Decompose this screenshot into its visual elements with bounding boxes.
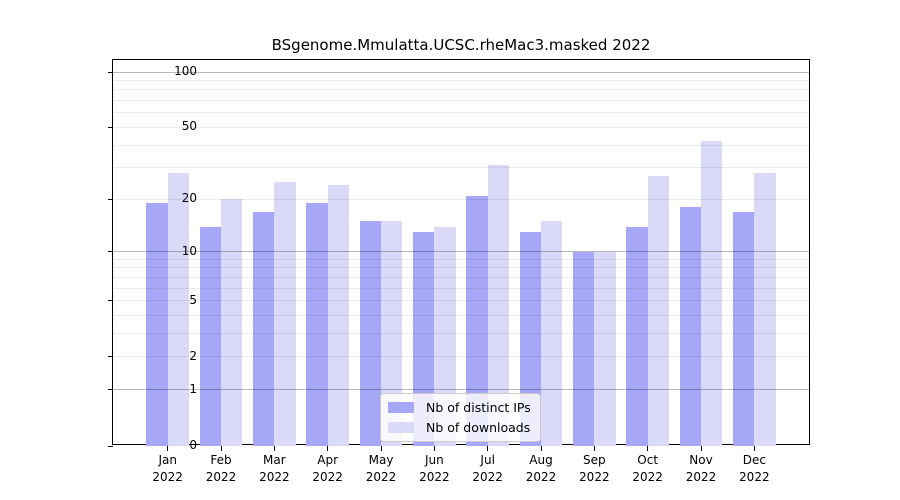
gridline-3 (113, 333, 809, 335)
gridline-1 (113, 389, 809, 391)
bar-downloads-jan (167, 173, 189, 446)
x-tick-mark-mar (273, 446, 275, 451)
gridline-8 (113, 267, 809, 269)
legend: Nb of distinct IPs Nb of downloads (380, 393, 541, 442)
x-tick-label-aug: Aug 2022 (525, 453, 557, 484)
legend-item-distinct-ips: Nb of distinct IPs (388, 399, 531, 416)
chart-title: BSgenome.Mmulatta.UCSC.rheMac3.masked 20… (271, 36, 651, 54)
y-tick-mark-50 (108, 126, 113, 128)
bar-downloads-may (381, 221, 403, 446)
x-tick-mark-sep (593, 446, 595, 451)
bar-downloads-mar (274, 181, 296, 446)
gridline-4 (113, 315, 809, 317)
y-tick-mark-1 (108, 389, 113, 391)
y-tick-mark-0 (108, 445, 113, 447)
legend-item-downloads: Nb of downloads (388, 419, 531, 436)
gridline-80 (113, 89, 809, 91)
bar-distinct-ips-nov (679, 207, 701, 446)
legend-label-downloads: Nb of downloads (426, 420, 531, 435)
y-tick-label-0: 0 (189, 438, 197, 452)
x-tick-mark-nov (700, 446, 702, 451)
gridline-7 (113, 276, 809, 278)
bar-downloads-apr (327, 185, 349, 446)
gridline-2 (113, 356, 809, 358)
gridline-60 (113, 112, 809, 114)
gridline-10 (113, 251, 809, 253)
bar-distinct-ips-oct (626, 226, 648, 446)
x-tick-label-jan: Jan 2022 (152, 453, 183, 484)
x-tick-label-apr: Apr 2022 (312, 453, 343, 484)
bar-downloads-dec (754, 173, 776, 446)
x-tick-mark-jun (433, 446, 435, 451)
legend-swatch-downloads (388, 422, 414, 433)
y-tick-mark-100 (108, 71, 113, 73)
bar-distinct-ips-aug (519, 232, 541, 446)
x-tick-label-jul: Jul 2022 (472, 453, 503, 484)
bar-distinct-ips-sep (573, 251, 595, 446)
gridline-9 (113, 258, 809, 260)
legend-label-distinct-ips: Nb of distinct IPs (426, 400, 531, 415)
bar-distinct-ips-mar (253, 211, 275, 446)
x-tick-mark-aug (540, 446, 542, 451)
x-tick-label-nov: Nov 2022 (685, 453, 717, 484)
bar-downloads-sep (594, 251, 616, 446)
x-tick-mark-oct (647, 446, 649, 451)
y-tick-mark-5 (108, 300, 113, 302)
bar-distinct-ips-feb (199, 226, 222, 446)
x-tick-mark-may (380, 446, 382, 451)
x-tick-mark-jul (487, 446, 489, 451)
bar-downloads-oct (647, 175, 669, 446)
x-tick-label-feb: Feb 2022 (205, 453, 237, 484)
bar-downloads-jun (434, 226, 456, 446)
x-tick-label-dec: Dec 2022 (739, 453, 770, 484)
x-tick-label-sep: Sep 2022 (579, 453, 610, 484)
x-tick-mark-feb (220, 446, 222, 451)
bar-distinct-ips-apr (306, 203, 328, 446)
gridline-100 (113, 71, 809, 73)
bar-distinct-ips-jul (466, 195, 488, 446)
x-tick-mark-jan (167, 446, 169, 451)
y-tick-mark-10 (108, 251, 113, 253)
gridline-40 (113, 144, 809, 146)
x-tick-label-may: May 2022 (365, 453, 397, 484)
plot-area: Jan 2022 Feb 2022 Mar 2022 Apr 2022 May 2022 Jun 20… (108, 59, 810, 484)
y-tick-label-50: 50 (181, 119, 197, 134)
bar-distinct-ips-jan (146, 203, 168, 446)
y-tick-label-100: 100 (174, 64, 197, 78)
gridline-50 (113, 126, 809, 128)
gridline-30 (113, 167, 809, 169)
gridline-6 (113, 287, 809, 289)
x-tick-mark-apr (327, 446, 329, 451)
x-tick-label-oct: Oct 2022 (632, 453, 663, 484)
y-tick-label-10: 10 (181, 243, 197, 258)
bar-downloads-nov (701, 141, 723, 446)
x-tick-label-jun: Jun 2022 (419, 453, 450, 484)
gridline-20 (113, 198, 809, 200)
y-tick-label-1: 1 (189, 381, 197, 396)
bar-downloads-jul (487, 165, 509, 446)
bar-downloads-feb (221, 199, 243, 446)
y-tick-label-2: 2 (189, 348, 197, 363)
bar-distinct-ips-jun (413, 232, 435, 446)
bar-downloads-aug (541, 221, 563, 446)
y-tick-mark-2 (108, 356, 113, 358)
x-tick-mark-dec (753, 446, 755, 451)
legend-swatch-distinct-ips (388, 402, 414, 413)
bar-distinct-ips-dec (733, 211, 755, 446)
x-tick-label-mar: Mar 2022 (259, 453, 290, 484)
gridline-70 (113, 100, 809, 102)
y-tick-mark-20 (108, 198, 113, 200)
gridline-5 (113, 300, 809, 302)
gridline-90 (113, 79, 809, 81)
y-tick-label-20: 20 (181, 191, 197, 206)
y-tick-label-5: 5 (189, 292, 197, 307)
bar-distinct-ips-may (359, 221, 382, 446)
